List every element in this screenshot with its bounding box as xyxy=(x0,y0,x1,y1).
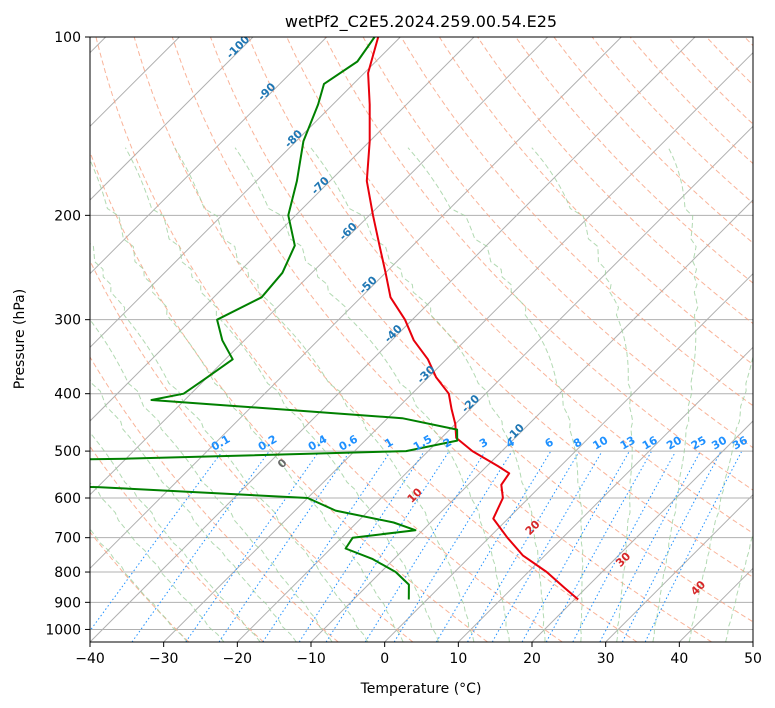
mixing-ratio-line xyxy=(90,451,223,632)
isotherm-gridline xyxy=(236,125,753,642)
y-tick-label: 500 xyxy=(54,444,81,460)
moist-adiabat-line xyxy=(688,354,753,642)
isotherm-gridline xyxy=(90,37,696,642)
dry-adiabat-line xyxy=(362,37,753,449)
dry-adiabat-line xyxy=(438,37,753,366)
mixing-ratio-line xyxy=(491,451,603,642)
x-tick-label: −10 xyxy=(296,651,326,667)
isotherm-gridline xyxy=(90,37,328,275)
moist-adiabat-line xyxy=(90,319,333,642)
moist-adiabat-line xyxy=(174,147,475,642)
dry-adiabat-line xyxy=(400,37,753,407)
x-tick-label: 30 xyxy=(597,651,615,667)
plot-inner: 0.1 0.2 0.4 0.6 1 1.5 2 3 4 6 8 10 13 16 20 25 30 36-100-… xyxy=(90,37,753,642)
dry-adiabat-line xyxy=(629,37,753,165)
mixing-ratio-line xyxy=(467,451,580,642)
chart-title: wetPf2_C2E5.2024.259.00.54.E25 xyxy=(285,12,557,32)
y-tick-label: 700 xyxy=(54,531,81,547)
isotherm-gridline xyxy=(90,37,401,349)
x-tick-label: 0 xyxy=(380,651,389,667)
moist-adiabat-line xyxy=(310,147,546,642)
mixing-ratio-line xyxy=(131,451,270,642)
dry-adiabat-line xyxy=(248,37,753,578)
y-tick-label: 200 xyxy=(54,208,81,224)
isotherm-gridline xyxy=(90,37,254,201)
isotherm-gridline xyxy=(90,37,475,422)
mixing-ratio-line xyxy=(644,451,742,642)
moist-adiabat-line xyxy=(124,147,439,642)
dry-adiabat-line xyxy=(515,37,753,284)
dry-adiabat-line xyxy=(286,37,753,534)
isotherm-gridline xyxy=(384,272,753,642)
x-tick-label: −40 xyxy=(75,651,105,667)
isotherm-gridline xyxy=(605,493,753,642)
mixing-ratio-line xyxy=(545,451,652,642)
dry-adiabat-line xyxy=(90,356,339,642)
moist-adiabat-line xyxy=(407,147,584,642)
mixing-ratio-line xyxy=(364,451,486,642)
mixing-ratio-line xyxy=(393,451,513,642)
isotherm-gridline xyxy=(457,346,753,642)
dry-adiabat-line xyxy=(90,259,414,642)
isotherm-gridline xyxy=(163,51,753,642)
isotherm-gridline xyxy=(531,420,753,642)
y-tick-label: 100 xyxy=(54,30,81,46)
x-tick-label: 40 xyxy=(670,651,688,667)
x-tick-label: 20 xyxy=(523,651,541,667)
mixing-ratio-line xyxy=(218,451,351,642)
x-tick-label: −30 xyxy=(149,651,179,667)
mixing-ratio-line xyxy=(435,451,551,642)
y-tick-label: 400 xyxy=(54,387,81,403)
moist-adiabat-line xyxy=(234,147,510,642)
y-tick-label: 900 xyxy=(54,595,81,611)
dry-adiabat-line xyxy=(90,150,488,642)
isotherm-gridline xyxy=(90,37,549,496)
isotherm-gridline xyxy=(90,37,622,570)
moist-adiabat-line xyxy=(652,147,699,642)
x-tick-label: 10 xyxy=(449,651,467,667)
mixing-ratio-line xyxy=(325,451,450,642)
plot-area xyxy=(90,37,753,642)
dewpoint-profile-line xyxy=(90,37,459,600)
plot-frame xyxy=(89,36,754,643)
moist-adiabat-line xyxy=(90,158,404,642)
mixing-ratio-line xyxy=(185,451,320,642)
mixing-ratio-line xyxy=(521,451,630,642)
dry-adiabat-line xyxy=(90,531,190,642)
y-tick-label: 800 xyxy=(54,565,81,581)
dry-adiabat-line xyxy=(171,37,712,642)
moist-adiabat-line xyxy=(90,378,297,642)
mixing-ratio-line xyxy=(298,451,425,642)
dry-adiabat-line xyxy=(324,37,753,491)
dry-adiabat-line xyxy=(210,37,753,623)
dry-adiabat-line xyxy=(133,37,638,642)
y-axis-label: Pressure (hPa) xyxy=(12,289,28,389)
x-axis-label: Temperature (°C) xyxy=(360,681,482,697)
isotherm-gridline xyxy=(752,641,753,642)
y-tick-label: 300 xyxy=(54,313,81,329)
temperature-profile-line xyxy=(365,37,579,601)
axes: −40 −30 −20 −10 0 10 20 30 40 50 100 200 300 400 500 60… xyxy=(45,30,762,667)
x-tick-label: 50 xyxy=(744,651,762,667)
x-tick-label: −20 xyxy=(223,651,253,667)
moist-adiabat-line xyxy=(531,147,634,642)
y-tick-label: 600 xyxy=(54,491,81,507)
dry-adiabat-line xyxy=(553,37,753,244)
y-tick-label: 1000 xyxy=(45,622,81,638)
